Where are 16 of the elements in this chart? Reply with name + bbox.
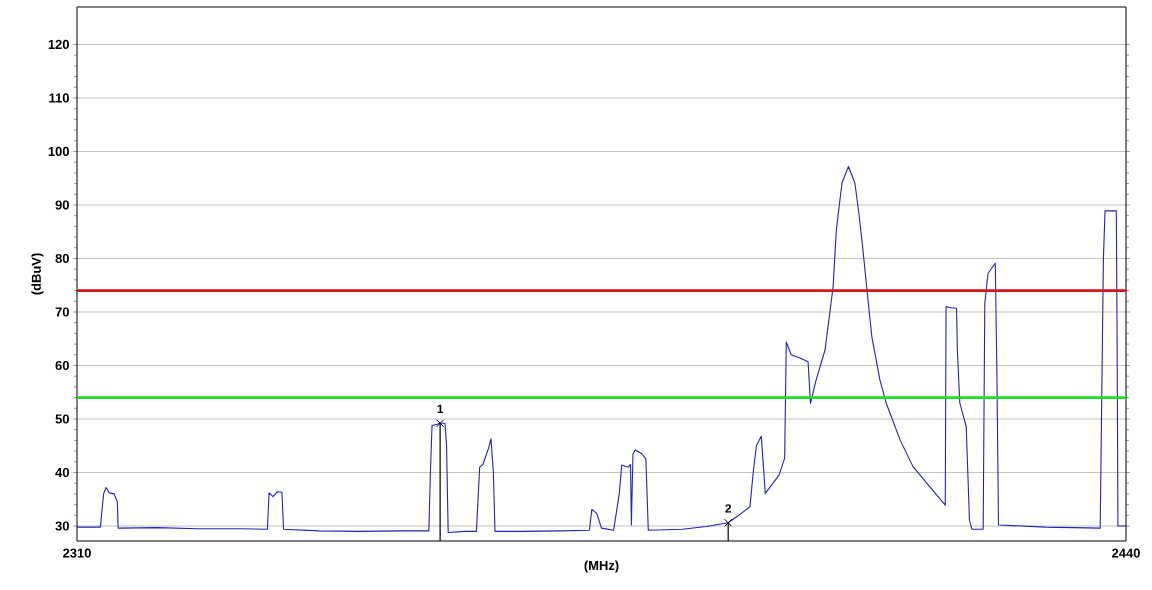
y-tick-label: 30 [55, 521, 69, 531]
x-tick-label: 2310 [63, 548, 91, 558]
y-tick-label: 90 [55, 200, 69, 210]
x-axis-title: (MHz) [584, 560, 619, 573]
y-tick-label: 60 [55, 360, 69, 371]
y-tick-label: 40 [55, 467, 69, 478]
x-tick-label: 2440 [1112, 548, 1140, 558]
y-tick-label: 100 [48, 146, 69, 157]
y-tick-label: 110 [49, 93, 69, 103]
annotation: 1 [437, 404, 444, 414]
y-tick-label: 120 [48, 39, 69, 50]
y-tick-label: 70 [55, 307, 69, 317]
y-tick-label: 80 [55, 253, 69, 264]
annotation: 2 [725, 504, 732, 513]
y-axis-title: (dBuV) [31, 253, 44, 295]
y-tick-label: 50 [55, 414, 69, 424]
